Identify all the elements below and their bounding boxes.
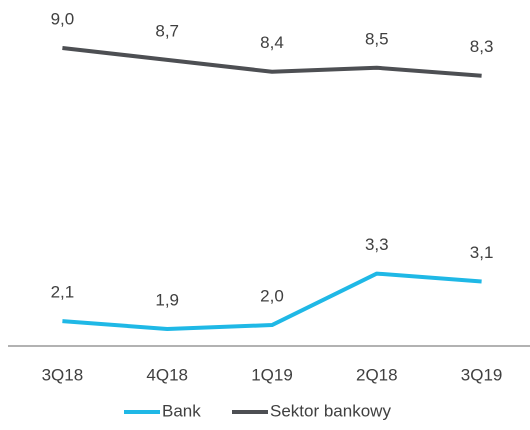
data-label: 8,3	[470, 37, 494, 56]
data-label: 8,5	[365, 29, 389, 48]
data-label: 8,4	[260, 33, 284, 52]
legend-label: Sektor bankowy	[270, 401, 391, 420]
legend-label: Bank	[162, 401, 201, 420]
x-tick-label: 4Q18	[146, 365, 188, 384]
x-tick-label: 3Q18	[42, 365, 84, 384]
data-label: 2,1	[51, 283, 75, 302]
line	[62, 271, 482, 331]
line	[62, 46, 482, 78]
data-label: 9,0	[51, 9, 75, 28]
data-label: 8,7	[155, 21, 179, 40]
data-label: 1,9	[155, 290, 179, 309]
data-label: 2,0	[260, 287, 284, 306]
x-tick-label: 2Q18	[356, 365, 398, 384]
data-label: 3,3	[365, 235, 389, 254]
x-tick-label: 1Q19	[251, 365, 293, 384]
data-label: 3,1	[470, 243, 494, 262]
x-tick-label: 3Q19	[461, 365, 503, 384]
